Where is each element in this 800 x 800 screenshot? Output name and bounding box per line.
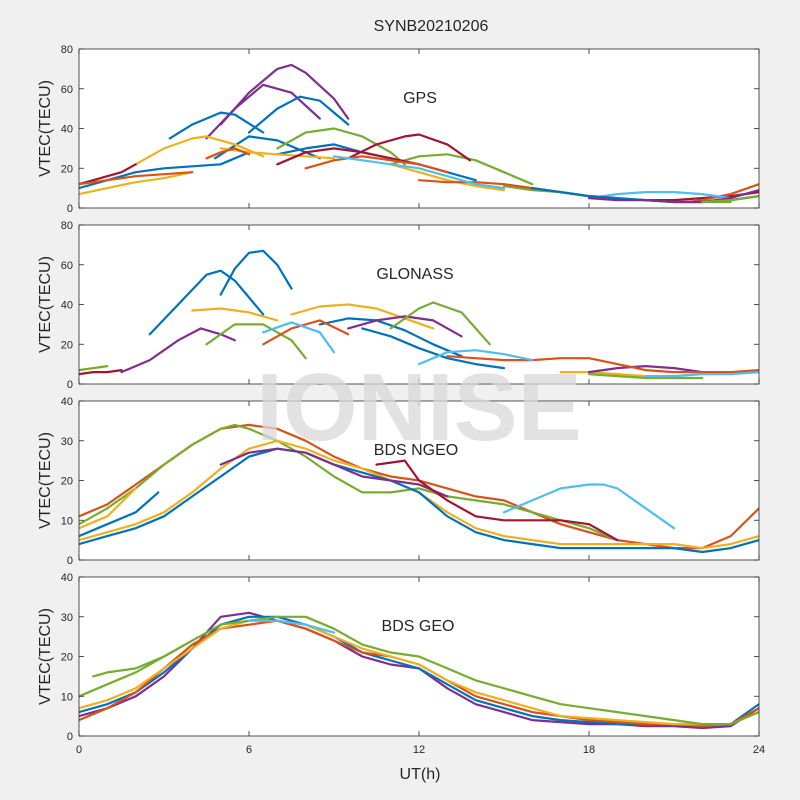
series-line-11 [389,163,506,192]
series-line-3 [168,111,265,140]
series-line-17 [262,321,336,354]
series-line-4 [247,95,350,134]
y-tick-label: 10 [61,691,73,703]
series-line-6 [375,459,619,542]
series-group [79,423,759,554]
panel-2: 0 20 40 60 80 VTEC(TECU) GLONASS [37,220,760,391]
y-tick-label: 0 [67,203,73,215]
y-tick-label: 30 [61,612,73,624]
y-tick-label: 20 [61,163,73,175]
series-line-19 [644,371,759,378]
series-line-6 [92,639,194,678]
x-tick-label: 0 [76,744,82,756]
series-line-17 [79,163,137,186]
y-axis-label: VTEC(TECU) [37,80,54,177]
y-tick-label: 0 [67,555,73,567]
series-line-9 [79,487,137,530]
y-tick-label: 0 [67,379,73,391]
series-line-2 [205,83,321,140]
y-tick-label: 40 [61,572,73,584]
y-axis-label: VTEC(TECU) [37,432,54,529]
series-line-3 [318,317,463,358]
series-line-15 [347,133,472,162]
series-group [79,63,759,204]
x-tick-label: 12 [413,744,425,756]
y-axis-label: VTEC(TECU) [37,256,54,353]
y-axis-label: VTEC(TECU) [37,608,54,705]
series-line-1 [219,63,350,126]
x-tick-label: 6 [246,744,252,756]
series-line-18 [417,349,534,366]
series-line-8 [120,327,236,374]
series-line-12 [276,127,406,166]
y-tick-label: 40 [61,396,73,408]
series-line-19 [205,147,251,160]
plot-area [79,49,759,208]
series-line-14 [587,373,704,380]
y-tick-label: 80 [61,44,73,56]
series-line-2 [148,269,265,336]
series-group [79,249,759,380]
y-tick-label: 30 [61,436,73,448]
y-tick-label: 20 [61,476,73,488]
series-line-5 [191,307,279,322]
series-line-8 [79,491,160,538]
y-tick-label: 60 [61,260,73,272]
panel-label: BDS GEO [382,618,455,635]
x-axis-label: UT(h) [400,766,441,783]
series-line-20 [304,155,449,174]
series-line-5 [213,135,321,160]
series-line-24 [332,155,506,190]
series-line-13 [389,153,534,186]
y-tick-label: 60 [61,84,73,96]
series-line-1 [219,249,293,296]
x-tick-label: 24 [753,744,765,756]
series-line-2 [79,423,619,542]
series-line-6 [290,303,435,330]
panel-label: GPS [403,90,437,107]
series-line-9 [347,315,463,338]
series-line-8 [134,135,265,166]
series-line-10 [79,171,194,196]
series-line-27 [587,189,759,204]
series-line-4 [79,447,759,554]
y-tick-label: 40 [61,300,73,312]
series-line-10 [587,365,704,374]
panel-3: 0 10 20 30 40 VTEC(TECU) BDS NGEO [37,396,760,567]
x-tick-label: 18 [583,744,595,756]
series-line-7 [502,483,676,530]
series-line-12 [389,301,491,346]
series-line-11 [205,323,307,360]
series-line-16 [446,355,759,374]
series-line-28 [701,195,759,204]
series-line-20 [79,369,123,376]
y-tick-label: 80 [61,220,73,232]
series-line-16 [276,147,421,166]
series-line-15 [262,319,350,346]
series-line-25 [587,191,732,200]
watermark: IONISE [256,354,581,461]
series-line-5 [219,447,449,498]
y-tick-label: 20 [61,652,73,664]
series-line-21 [79,171,194,186]
series-line-13 [79,365,109,372]
figure-title: SYNB20210206 [374,18,489,35]
series-group [79,611,759,730]
panel-4: 0 10 20 30 40 0 6 12 18 24 VTEC(TECU) BDS GEO [37,572,765,756]
series-line-4 [79,619,759,726]
y-tick-label: 20 [61,339,73,351]
y-tick-label: 40 [61,124,73,136]
y-tick-label: 10 [61,515,73,527]
plot-area [79,225,759,384]
panel-1: 0 20 40 60 80 VTEC(TECU) GPS [37,44,760,215]
y-tick-label: 0 [67,731,73,743]
series-line-4 [361,327,506,370]
series-line-7 [247,619,336,634]
panel-label: GLONASS [376,266,453,283]
panel-label: BDS NGEO [374,442,458,459]
